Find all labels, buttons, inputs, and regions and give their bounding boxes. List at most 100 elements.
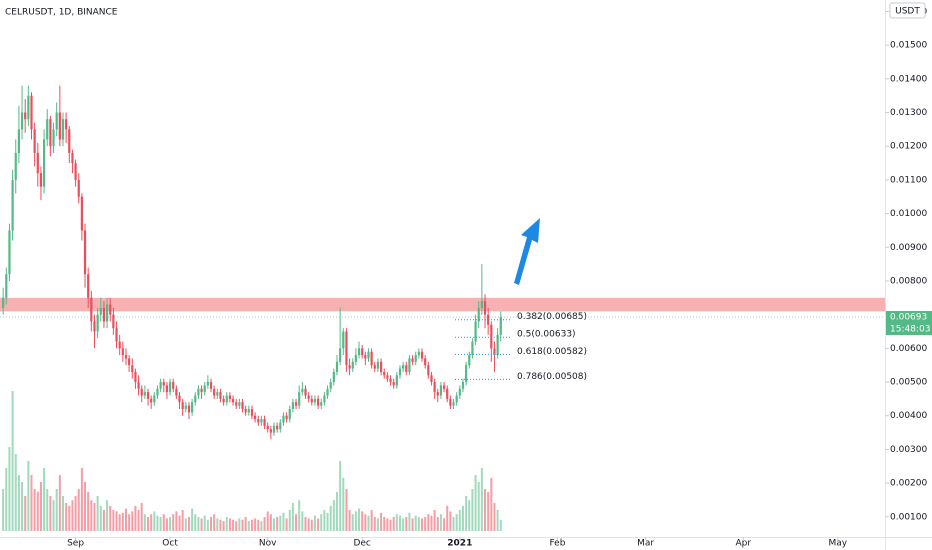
volume-bar [115, 511, 118, 531]
candle-body [339, 348, 342, 362]
volume-bar [137, 510, 140, 531]
y-tick-label: 0.00500 [890, 378, 927, 388]
volume-bar [162, 514, 165, 531]
candle-body [61, 119, 65, 140]
volume-bar [8, 447, 11, 531]
volume-bar [128, 514, 131, 531]
volume-bar [250, 519, 253, 531]
candle-body [263, 419, 266, 426]
volume-bar [191, 508, 194, 531]
fib-label: 0.5(0.00633) [517, 330, 576, 340]
volume-bar [408, 512, 411, 531]
volume-bar [421, 518, 424, 531]
candle-body [87, 274, 90, 298]
y-tick-label: 0.00600 [890, 344, 927, 354]
volume-bar [332, 500, 335, 531]
volume-bar [417, 517, 420, 531]
volume-bar [392, 517, 395, 531]
volume-bar [317, 518, 320, 531]
candle-body [244, 408, 247, 413]
candle-body [370, 351, 373, 366]
volume-bar [449, 511, 452, 531]
y-tick-label: 0.01500 [890, 41, 927, 51]
candle-body [449, 398, 452, 406]
candle-body [383, 371, 386, 376]
candle-body [93, 321, 96, 332]
candle-body [36, 152, 39, 174]
y-tick-label: 0.00300 [890, 445, 927, 455]
volume-bar [452, 517, 455, 531]
volume-bar [39, 482, 42, 531]
candle-body [279, 422, 282, 430]
candle-body [27, 95, 30, 120]
candle-body [178, 395, 181, 403]
candle-body [427, 365, 430, 376]
candle-body [225, 395, 228, 403]
volume-bar [55, 489, 58, 531]
currency-label[interactable]: USDT [895, 7, 920, 17]
candle-body [228, 395, 232, 399]
volume-bar [257, 519, 260, 531]
volume-bar [465, 496, 468, 531]
volume-bar [273, 518, 276, 531]
volume-bar [238, 518, 241, 531]
volume-bar [458, 510, 461, 531]
volume-bar [254, 518, 257, 531]
x-tick-label: Dec [353, 539, 370, 549]
volume-bar [436, 517, 439, 531]
candle-body [376, 361, 380, 369]
candle-body [294, 402, 298, 406]
candle-body [68, 129, 71, 153]
candle-body [480, 301, 483, 308]
volume-bar [153, 511, 156, 531]
candle-body [143, 392, 146, 396]
volume-bar [33, 489, 36, 531]
volume-bar [383, 517, 386, 531]
candle-body [351, 361, 354, 369]
volume-bar [172, 514, 175, 531]
candle-body [379, 361, 383, 372]
candle-body [181, 402, 184, 409]
candle-body [288, 408, 291, 420]
volume-bar [329, 505, 332, 531]
volume-bar [351, 514, 354, 531]
volume-bar [499, 519, 502, 531]
candle-body [291, 402, 295, 409]
volume-bar [165, 518, 168, 531]
candle-body [112, 314, 115, 329]
currency-box[interactable] [889, 2, 926, 19]
volume-bar [187, 517, 190, 531]
y-tick-label: 0.01100 [890, 175, 927, 185]
volume-bar [109, 505, 112, 531]
volume-bar [213, 514, 216, 531]
y-tick-label: 0.01200 [890, 142, 927, 152]
volume-bar [52, 500, 55, 531]
volume-bar [304, 517, 307, 531]
candle-body [405, 365, 408, 372]
last-price-box [886, 311, 932, 324]
volume-bar [235, 521, 238, 531]
candle-body [411, 358, 414, 362]
volume-bar [80, 468, 83, 531]
volume-bar [276, 517, 279, 531]
candle-body [398, 368, 402, 376]
candle-body [361, 348, 364, 356]
volume-bar [474, 475, 477, 531]
volume-bar [433, 510, 436, 531]
volume-bar [43, 468, 46, 531]
volume-bar [159, 517, 162, 531]
candle-body [285, 415, 288, 420]
volume-bar [216, 518, 219, 531]
candle-body [490, 324, 493, 349]
x-tick-label: Apr [735, 539, 751, 549]
volume-bar [389, 519, 392, 531]
volume-bar [93, 503, 96, 531]
x-tick-label: Nov [259, 539, 277, 549]
x-tick-label: Oct [162, 539, 178, 549]
candle-body [128, 358, 131, 366]
volume-bar [480, 468, 483, 531]
volume-bar [244, 517, 247, 531]
